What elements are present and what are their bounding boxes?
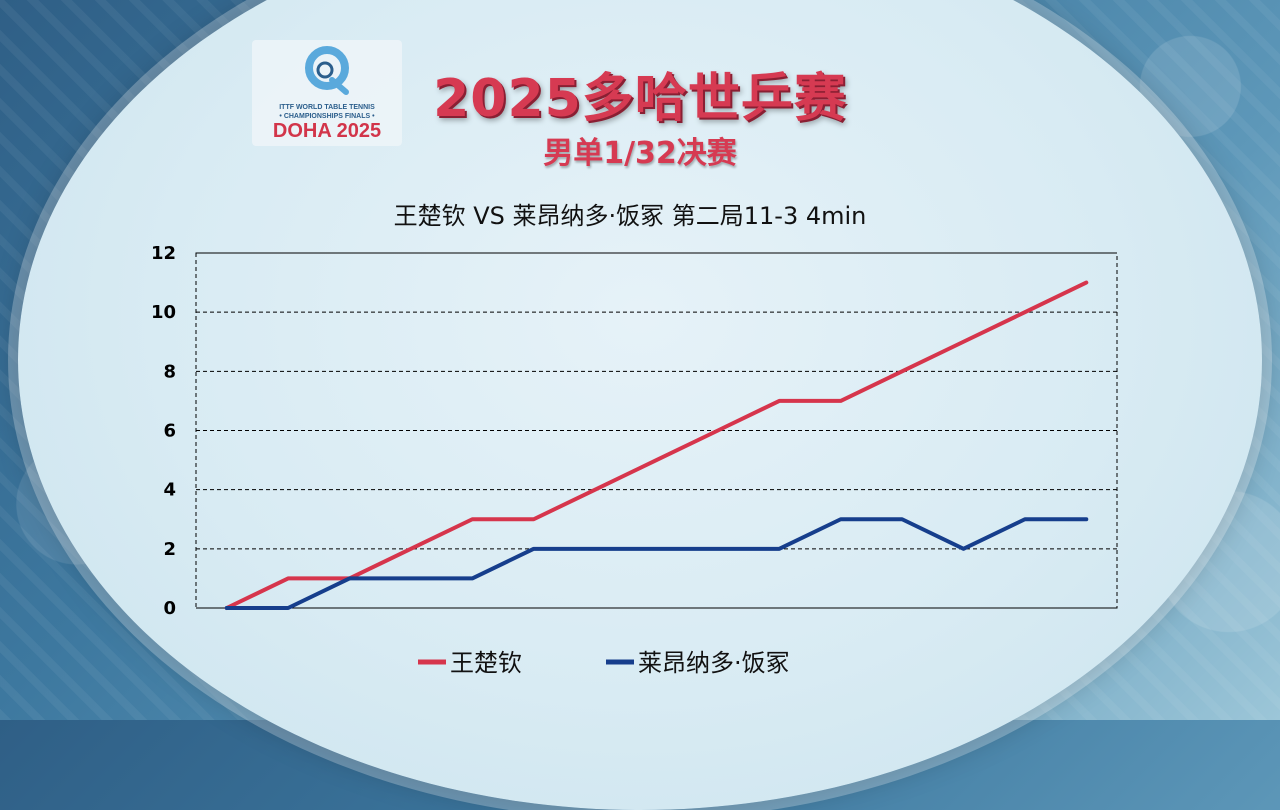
series-line-1 [224,280,1089,610]
page-title: 2025多哈世乒赛 [433,69,847,129]
y-tick-label: 4 [163,480,176,501]
legend-label-1: 王楚钦 [450,649,522,677]
y-tick-label: 8 [163,361,176,382]
chart-grid [195,252,1118,609]
logo-text-line2: • CHAMPIONSHIPS FINALS • [279,113,375,120]
y-tick-label: 2 [163,539,176,560]
doha-2025-logo: ITTF WORLD TABLE TENNIS • CHAMPIONSHIPS … [252,40,402,146]
score-progression-chart: 0 2 4 6 8 10 12 王楚钦 莱昂纳多·饭冢 [151,243,1118,677]
series-line-2 [224,517,1089,610]
logo-text-line1: ITTF WORLD TABLE TENNIS [279,104,375,111]
y-tick-label: 10 [151,302,176,323]
logo-emblem-icon [305,46,349,95]
page-subtitle: 男单1/32决赛 [543,136,737,171]
logo-text-line3: DOHA 2025 [272,120,382,142]
y-tick-label: 6 [163,421,176,442]
chart-title: 王楚钦 VS 莱昂纳多·饭冢 第二局11-3 4min [393,202,867,230]
y-axis-ticks: 0 2 4 6 8 10 12 [151,243,176,619]
legend-label-2: 莱昂纳多·饭冢 [638,649,790,677]
chart-series [224,280,1089,610]
y-tick-label: 0 [163,598,176,619]
background-oval [18,0,1262,810]
plot-area-border [195,252,1118,609]
chart-legend: 王楚钦 莱昂纳多·饭冢 [418,649,790,677]
y-tick-label: 12 [151,243,176,264]
